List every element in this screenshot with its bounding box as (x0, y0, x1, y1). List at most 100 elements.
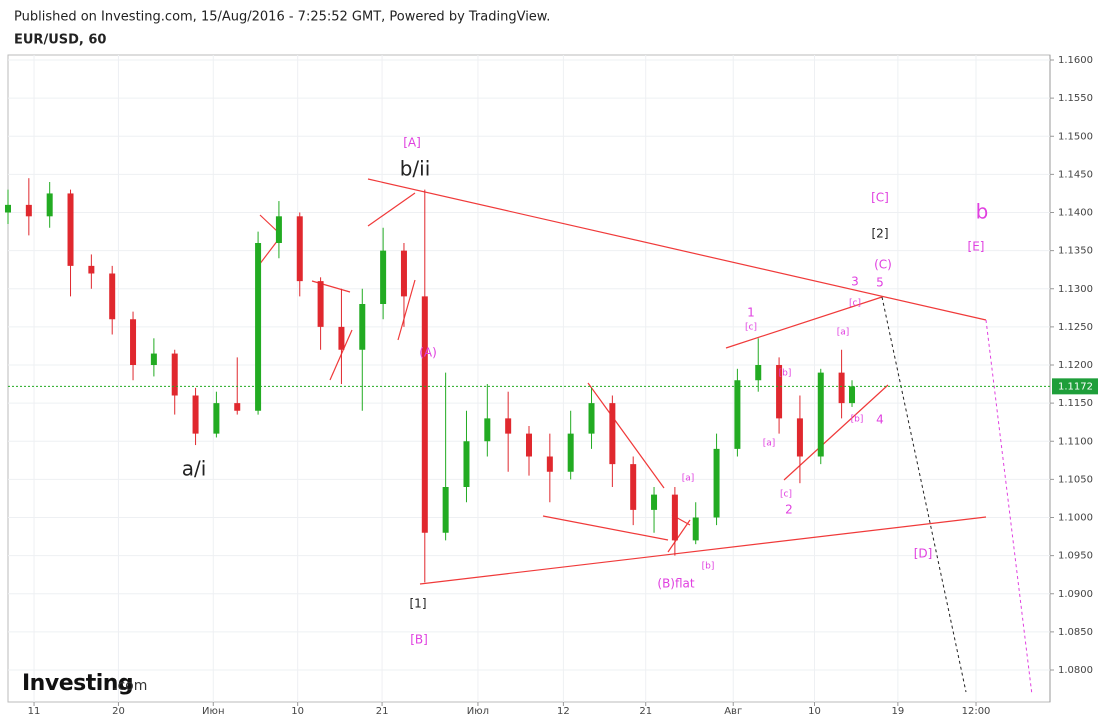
wave-label: [2] (872, 227, 889, 241)
candle-body (526, 433, 532, 457)
wave-label: 1 (747, 306, 755, 320)
wave-label: [1] (410, 597, 427, 611)
trend-line (725, 296, 883, 349)
wave-label: (B)flat (657, 577, 695, 591)
y-tick-label: 1.0900 (1058, 589, 1093, 600)
wave-label: [b] (702, 562, 715, 572)
candle-body (692, 517, 699, 541)
last-price-box (1052, 378, 1098, 395)
candle-body (796, 418, 803, 457)
layer: 1.0800 1.0850 1.0900 1.0950 1.1000 1.1050 1.11… (5, 55, 1098, 717)
candle-body (192, 395, 199, 434)
trend-line (587, 382, 665, 489)
last-price-label: 1.1172 (1058, 381, 1093, 392)
trend-line (367, 192, 416, 227)
x-tick-label: 11 (28, 706, 41, 717)
y-tick-label: 1.1000 (1058, 513, 1093, 524)
x-tick-label: 21 (639, 706, 652, 717)
x-tick-label: 19 (892, 706, 905, 717)
wave-label: (C) (874, 258, 892, 272)
wave-label: [c] (780, 490, 792, 500)
wave-label: b (976, 200, 989, 224)
candle-body (567, 433, 574, 472)
y-tick-label: 1.1250 (1058, 322, 1093, 333)
candle-body (505, 418, 512, 434)
wave-label: [a] (837, 328, 850, 338)
symbol: EUR/USD, 60 (14, 33, 106, 48)
candle-body (46, 193, 53, 217)
candle-body (755, 365, 762, 381)
wave-label: [c] (745, 323, 757, 333)
wave-label: (A) (419, 346, 437, 360)
candle-body (588, 403, 595, 434)
plot-frame (7, 54, 1051, 703)
wave-label: [C] (871, 191, 889, 205)
y-tick-label: 1.1450 (1058, 169, 1093, 180)
y-tick-label: 1.0850 (1058, 627, 1093, 638)
wave-label: 2 (785, 503, 793, 517)
candle-body (400, 250, 407, 297)
x-tick-label: Июл (467, 706, 489, 717)
candle-body (838, 372, 845, 404)
logo-suffix: .com (113, 678, 147, 694)
x-tick-label: 21 (376, 706, 389, 717)
x-tick-label: 12:00 (962, 706, 991, 717)
published: Published on Investing.com, 15/Aug/2016 … (14, 10, 550, 25)
wave-label: [D] (914, 547, 933, 561)
projection-line (881, 296, 967, 693)
x-tick-label: 12 (557, 706, 570, 717)
candle-body (317, 281, 324, 327)
wave-label: b/ii (400, 157, 431, 181)
y-tick-label: 1.1550 (1058, 93, 1093, 104)
candle-body (25, 204, 32, 217)
candle-body (463, 441, 470, 487)
x-tick-label: 20 (112, 706, 125, 717)
candle-body (171, 353, 178, 396)
trend-line (419, 516, 987, 585)
y-tick-label: 1.1100 (1058, 436, 1093, 447)
wave-label: 5 (876, 276, 884, 290)
x-tick-label: 10 (291, 706, 304, 717)
wave-label: [B] (410, 633, 428, 647)
candle-body (713, 448, 720, 518)
y-tick-label: 1.0800 (1058, 665, 1093, 676)
trend-line (783, 384, 889, 481)
wave-label: a/i (182, 457, 207, 481)
wave-label: [c] (849, 299, 861, 309)
trend-line (542, 515, 669, 541)
y-tick-label: 1.1150 (1058, 398, 1093, 409)
projection-line (985, 319, 1033, 696)
candle-body (213, 403, 220, 434)
wave-label: [a] (682, 474, 695, 484)
trend-line (367, 178, 987, 321)
candle-body (296, 216, 303, 282)
candle-body (109, 273, 116, 320)
x-tick-label: 10 (808, 706, 821, 717)
y-tick-label: 1.1350 (1058, 246, 1093, 257)
candle-body (849, 386, 856, 404)
y-tick-label: 1.1200 (1058, 360, 1093, 371)
trend-line (397, 279, 416, 341)
y-tick-label: 1.0950 (1058, 551, 1093, 562)
wave-label: [b] (779, 369, 792, 379)
candle-body (484, 418, 491, 442)
trend-line (258, 239, 279, 266)
y-tick-label: 1.1400 (1058, 208, 1093, 219)
candle-body (150, 353, 157, 365)
candle-body (546, 456, 553, 472)
candle-body (338, 326, 345, 350)
y-tick-label: 1.1600 (1058, 55, 1093, 66)
candle-body (442, 487, 449, 533)
candle-body (275, 216, 282, 243)
y-tick-label: 1.1050 (1058, 474, 1093, 485)
y-tick-label: 1.1300 (1058, 284, 1093, 295)
x-tick-label: Авг (724, 706, 742, 717)
candle-body (671, 494, 678, 541)
candle-body (130, 319, 137, 365)
candle-body (609, 403, 616, 465)
candle-body (67, 193, 74, 266)
wave-label: 4 (876, 413, 884, 427)
candle-body (5, 204, 11, 213)
candle-body (630, 464, 637, 510)
wave-label: [A] (403, 136, 421, 150)
